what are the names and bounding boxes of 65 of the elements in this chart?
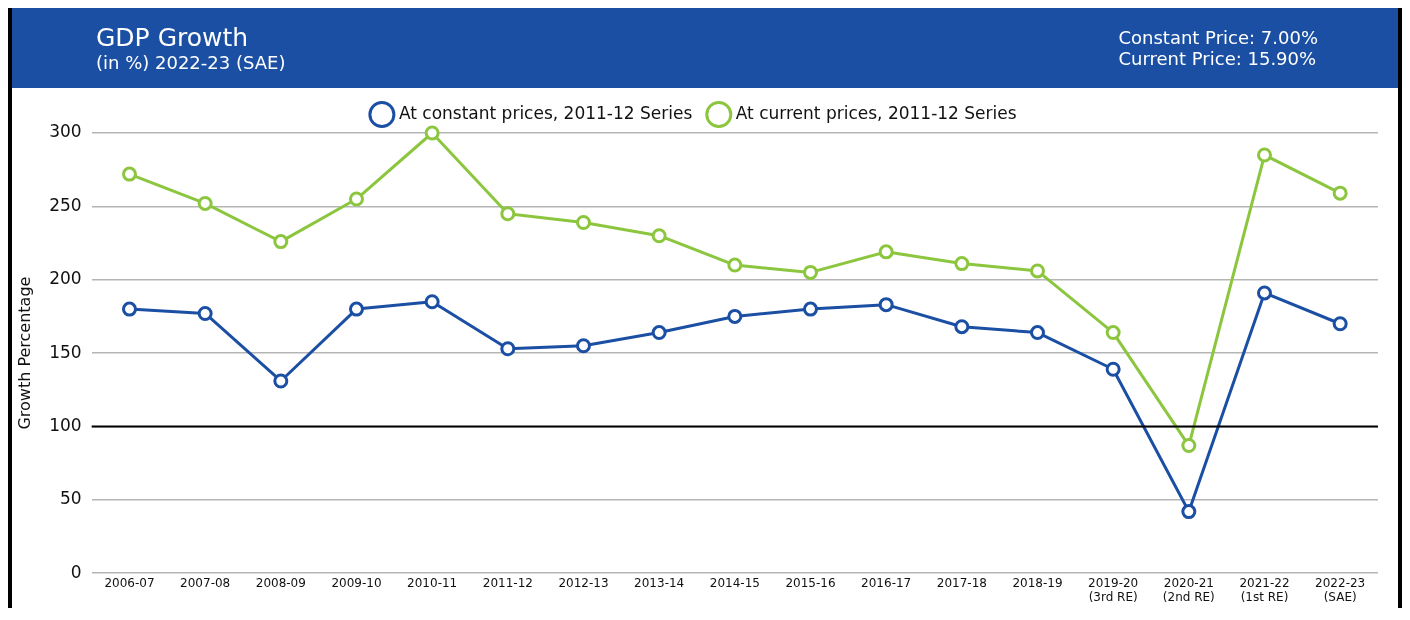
point	[954, 256, 970, 272]
point	[197, 305, 213, 321]
y-tick-label: 300	[49, 121, 82, 142]
x-tick-label: 2016-17	[861, 575, 912, 590]
point	[500, 206, 516, 222]
point	[1029, 325, 1045, 341]
x-tick-label: 2013-14	[634, 575, 685, 590]
x-tick-label: 2014-15	[709, 575, 760, 590]
point	[1257, 285, 1272, 301]
x-tick-label: 2018-19	[1012, 575, 1063, 590]
y-tick-label: 250	[49, 194, 82, 215]
point	[1105, 361, 1121, 377]
x-tick-label: 2012-13	[558, 575, 609, 590]
text: Constant Price: 7.00%	[1118, 27, 1318, 48]
x-tick-label: 2010-11	[407, 575, 458, 590]
point	[348, 301, 364, 317]
x-tick-label: 2008-09	[255, 575, 306, 590]
x-tick-label: 2021-22 (1st RE)	[1239, 575, 1290, 604]
x-tick-label: 2007-08	[180, 575, 231, 590]
y-tick-label: 200	[49, 268, 82, 289]
point	[727, 308, 743, 324]
point	[273, 373, 289, 389]
point	[954, 319, 970, 335]
legend-label: At current prices, 2011-12 Series	[735, 102, 1017, 123]
point	[1257, 147, 1272, 163]
x-tick-label: 2019-20 (3rd RE)	[1088, 575, 1139, 604]
x-tick-label: 2015-16	[785, 575, 836, 590]
point	[424, 294, 440, 310]
y-tick-label: 100	[49, 414, 82, 435]
point	[348, 191, 364, 207]
y-tick-label: 0	[70, 561, 82, 582]
x-tick-label: 2011-12	[482, 575, 533, 590]
point	[1332, 185, 1348, 201]
point	[1332, 316, 1348, 332]
y-tick-label: 50	[60, 488, 82, 509]
y-tick-label: 150	[49, 341, 82, 362]
point	[878, 297, 894, 313]
x-tick-label: 2022-23 (SAE)	[1315, 575, 1366, 604]
point	[500, 341, 516, 357]
point	[273, 234, 289, 250]
x-tick-label: 2017-18	[936, 575, 987, 590]
point	[651, 228, 667, 244]
y-axis-title: Growth Percentage	[14, 276, 34, 430]
point	[1181, 504, 1197, 520]
point	[1105, 325, 1121, 341]
text: Current Price: 15.90%	[1118, 48, 1318, 69]
legend-label: At constant prices, 2011-12 Series	[398, 102, 693, 123]
point	[727, 257, 743, 273]
point	[878, 244, 894, 260]
point	[651, 325, 667, 341]
x-tick-label: 2006-07	[104, 575, 155, 590]
point	[197, 195, 213, 211]
point	[1181, 438, 1197, 454]
point	[802, 264, 818, 280]
point	[424, 125, 440, 141]
point	[575, 338, 591, 354]
point	[1029, 263, 1045, 279]
x-tick-label: 2009-10	[331, 575, 382, 590]
chart-subtitle: (in %) 2022-23 (SAE)	[96, 52, 286, 73]
point	[802, 301, 818, 317]
point	[121, 166, 137, 182]
chart-title: GDP Growth	[96, 23, 250, 52]
point	[121, 301, 137, 317]
point	[575, 215, 591, 231]
x-tick-label: 2020-21 (2nd RE)	[1162, 575, 1215, 604]
